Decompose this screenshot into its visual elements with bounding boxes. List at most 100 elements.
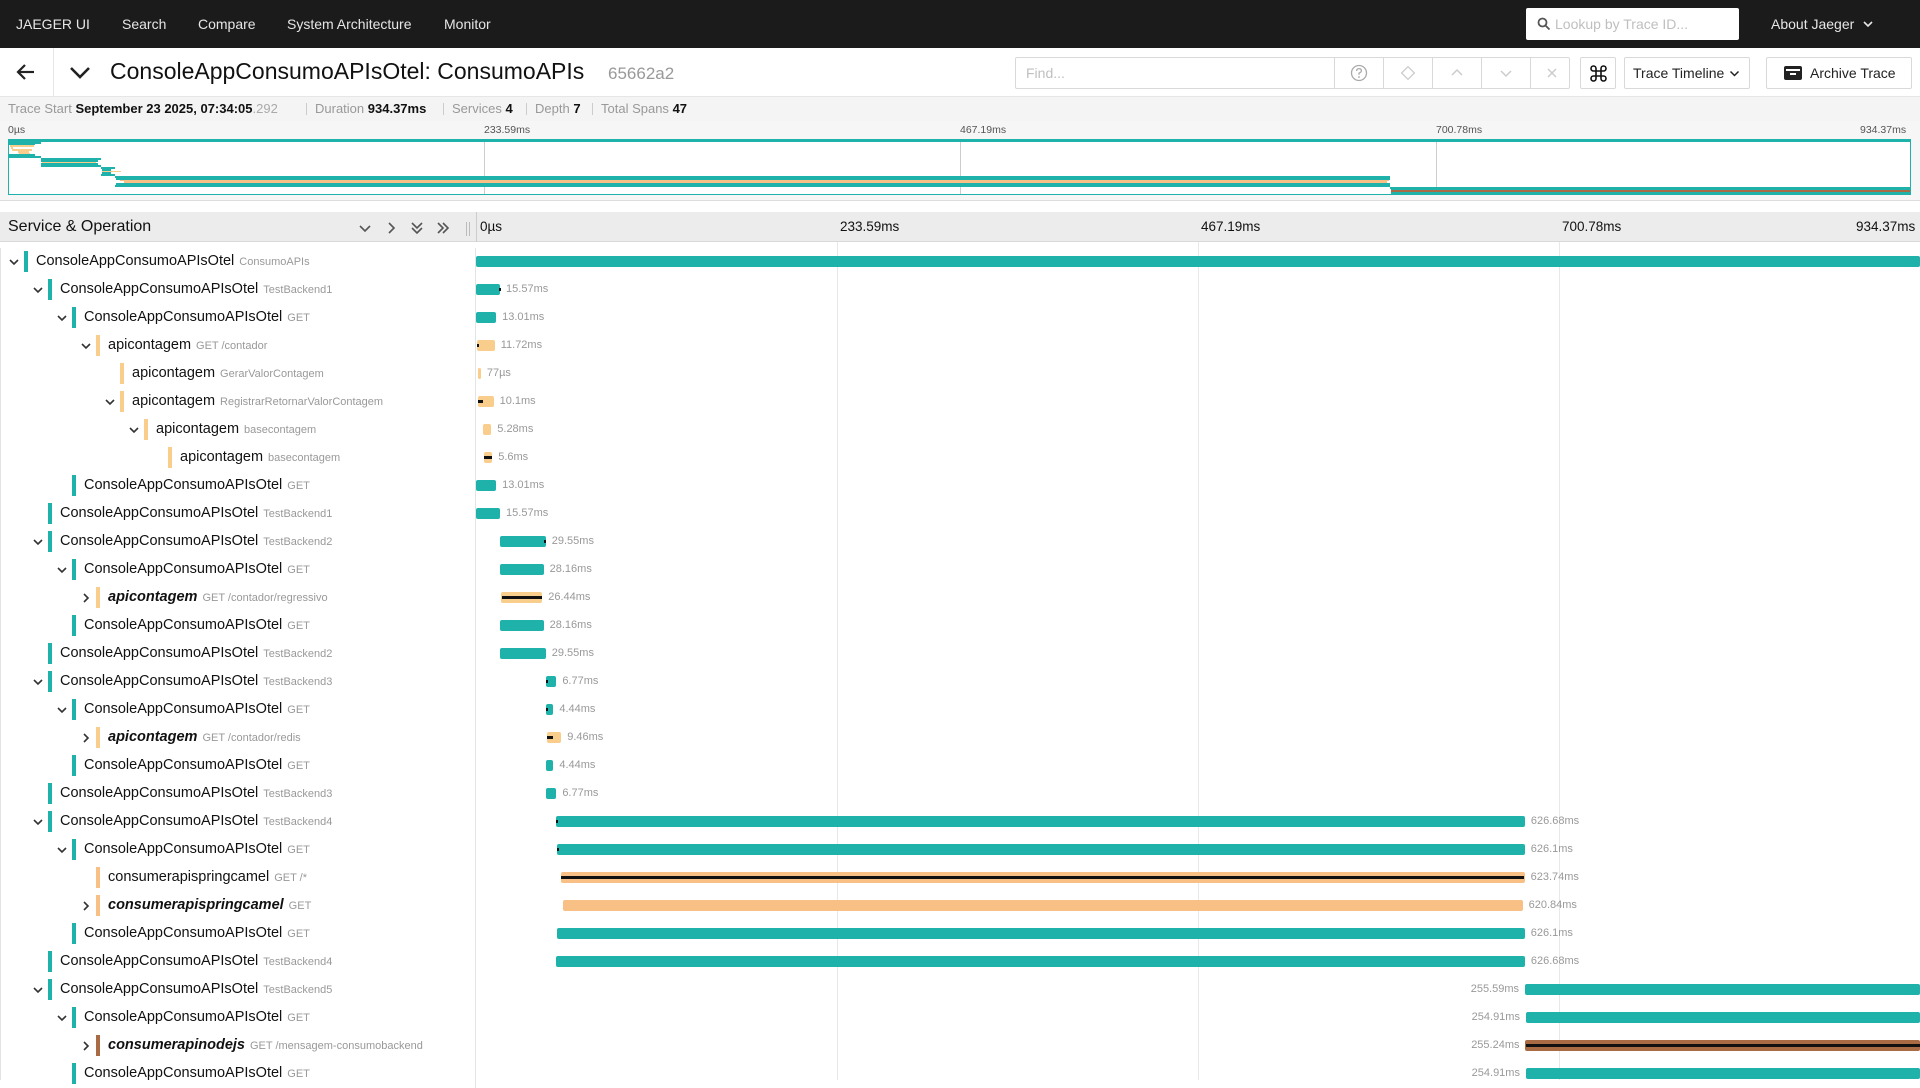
span-name-cell[interactable]: ConsoleAppConsumoAPIsOtel TestBackend1 bbox=[0, 500, 476, 528]
span-name-cell[interactable]: ConsoleAppConsumoAPIsOtel TestBackend2 bbox=[0, 640, 476, 668]
span-row[interactable]: consumerapispringcamel GET 620.84ms bbox=[0, 892, 1920, 920]
clear-search-button[interactable] bbox=[1530, 58, 1571, 88]
span-bar[interactable] bbox=[483, 424, 492, 435]
span-bar[interactable] bbox=[1525, 1068, 1920, 1079]
span-bar[interactable] bbox=[500, 536, 546, 547]
trace-id-lookup[interactable] bbox=[1526, 8, 1739, 40]
span-row[interactable]: ConsoleAppConsumoAPIsOtel GET 626.1ms bbox=[0, 836, 1920, 864]
span-row[interactable]: ConsoleAppConsumoAPIsOtel ConsumoAPIs bbox=[0, 248, 1920, 276]
span-row[interactable]: ConsoleAppConsumoAPIsOtel GET 254.91ms bbox=[0, 1060, 1920, 1088]
collapse-one-icon[interactable] bbox=[357, 220, 373, 236]
chevron-down-icon[interactable] bbox=[32, 284, 44, 296]
expand-all-icon[interactable] bbox=[435, 220, 451, 236]
span-name-cell[interactable]: ConsoleAppConsumoAPIsOtel TestBackend2 bbox=[0, 528, 476, 556]
span-name-cell[interactable]: ConsoleAppConsumoAPIsOtel GET bbox=[0, 836, 476, 864]
span-name-cell[interactable]: apicontagem GET /contador/redis bbox=[0, 724, 476, 752]
span-service-name[interactable]: ConsoleAppConsumoAPIsOtel TestBackend3 bbox=[60, 785, 332, 801]
span-name-cell[interactable]: ConsoleAppConsumoAPIsOtel TestBackend3 bbox=[0, 668, 476, 696]
span-name-cell[interactable]: ConsoleAppConsumoAPIsOtel GET bbox=[0, 472, 476, 500]
span-service-name[interactable]: apicontagem GET /contador/regressivo bbox=[108, 589, 328, 605]
keyboard-shortcuts-button[interactable] bbox=[1580, 57, 1616, 89]
span-bar[interactable] bbox=[476, 284, 501, 295]
nav-search[interactable]: Search bbox=[122, 16, 167, 32]
span-row[interactable]: consumerapispringcamel GET /* 623.74ms bbox=[0, 864, 1920, 892]
span-row[interactable]: apicontagem GerarValorContagem 77µs bbox=[0, 360, 1920, 388]
span-name-cell[interactable]: ConsoleAppConsumoAPIsOtel GET bbox=[0, 304, 476, 332]
span-service-name[interactable]: ConsoleAppConsumoAPIsOtel GET bbox=[84, 309, 310, 325]
span-name-cell[interactable]: ConsoleAppConsumoAPIsOtel ConsumoAPIs bbox=[0, 248, 476, 276]
span-name-cell[interactable]: ConsoleAppConsumoAPIsOtel GET bbox=[0, 752, 476, 780]
span-service-name[interactable]: ConsoleAppConsumoAPIsOtel TestBackend5 bbox=[60, 981, 332, 997]
span-bar[interactable] bbox=[560, 872, 1525, 883]
span-name-cell[interactable]: apicontagem basecontagem bbox=[0, 416, 476, 444]
span-service-name[interactable]: ConsoleAppConsumoAPIsOtel TestBackend4 bbox=[60, 813, 332, 829]
span-service-name[interactable]: ConsoleAppConsumoAPIsOtel GET bbox=[84, 477, 310, 493]
span-row[interactable]: ConsoleAppConsumoAPIsOtel TestBackend5 255… bbox=[0, 976, 1920, 1004]
span-name-cell[interactable]: ConsoleAppConsumoAPIsOtel TestBackend4 bbox=[0, 948, 476, 976]
chevron-right-icon[interactable] bbox=[80, 732, 92, 744]
chevron-down-icon[interactable] bbox=[128, 424, 140, 436]
span-service-name[interactable]: ConsoleAppConsumoAPIsOtel GET bbox=[84, 617, 310, 633]
chevron-down-icon[interactable] bbox=[56, 564, 68, 576]
span-row[interactable]: ConsoleAppConsumoAPIsOtel GET 28.16ms bbox=[0, 556, 1920, 584]
span-bar[interactable] bbox=[557, 928, 1525, 939]
span-row[interactable]: ConsoleAppConsumoAPIsOtel GET 254.91ms bbox=[0, 1004, 1920, 1032]
span-service-name[interactable]: ConsoleAppConsumoAPIsOtel GET bbox=[84, 925, 310, 941]
expand-one-icon[interactable] bbox=[383, 220, 399, 236]
span-row[interactable]: consumerapinodejs GET /mensagem-consumoba… bbox=[0, 1032, 1920, 1060]
trace-minimap[interactable]: 0µs 233.59ms 467.19ms 700.78ms 934.37ms bbox=[0, 121, 1920, 201]
chevron-right-icon[interactable] bbox=[80, 1040, 92, 1052]
span-name-cell[interactable]: ConsoleAppConsumoAPIsOtel TestBackend5 bbox=[0, 976, 476, 1004]
span-row[interactable]: apicontagem RegistrarRetornarValorContage… bbox=[0, 388, 1920, 416]
span-service-name[interactable]: ConsoleAppConsumoAPIsOtel TestBackend1 bbox=[60, 281, 332, 297]
find-input[interactable] bbox=[1026, 58, 1326, 88]
column-resize-handle-icon[interactable] bbox=[465, 222, 471, 236]
chevron-down-icon[interactable] bbox=[32, 984, 44, 996]
span-bar[interactable] bbox=[1525, 984, 1920, 995]
span-name-cell[interactable]: apicontagem GET /contador bbox=[0, 332, 476, 360]
prev-match-button[interactable] bbox=[1432, 58, 1480, 88]
span-row[interactable]: ConsoleAppConsumoAPIsOtel GET 4.44ms bbox=[0, 696, 1920, 724]
span-bar[interactable] bbox=[500, 564, 544, 575]
span-row[interactable]: ConsoleAppConsumoAPIsOtel TestBackend3 6.7… bbox=[0, 780, 1920, 808]
collapse-header-icon[interactable] bbox=[68, 62, 92, 84]
span-name-cell[interactable]: ConsoleAppConsumoAPIsOtel GET bbox=[0, 556, 476, 584]
span-name-cell[interactable]: apicontagem GET /contador/regressivo bbox=[0, 584, 476, 612]
chevron-down-icon[interactable] bbox=[56, 1012, 68, 1024]
archive-trace-button[interactable]: Archive Trace bbox=[1766, 57, 1912, 89]
span-row[interactable]: ConsoleAppConsumoAPIsOtel TestBackend4 626… bbox=[0, 948, 1920, 976]
span-bar[interactable] bbox=[1525, 1040, 1920, 1051]
span-row[interactable]: ConsoleAppConsumoAPIsOtel GET 28.16ms bbox=[0, 612, 1920, 640]
help-button[interactable] bbox=[1334, 58, 1382, 88]
chevron-down-icon[interactable] bbox=[32, 536, 44, 548]
span-bar[interactable] bbox=[501, 592, 543, 603]
span-service-name[interactable]: apicontagem GET /contador bbox=[108, 337, 267, 353]
span-name-cell[interactable]: consumerapinodejs GET /mensagem-consumoba… bbox=[0, 1032, 476, 1060]
span-row[interactable]: ConsoleAppConsumoAPIsOtel TestBackend2 29.… bbox=[0, 528, 1920, 556]
span-row[interactable]: ConsoleAppConsumoAPIsOtel GET 13.01ms bbox=[0, 304, 1920, 332]
span-row[interactable]: ConsoleAppConsumoAPIsOtel GET 4.44ms bbox=[0, 752, 1920, 780]
span-row[interactable]: ConsoleAppConsumoAPIsOtel TestBackend1 15.… bbox=[0, 500, 1920, 528]
nav-system-architecture[interactable]: System Architecture bbox=[287, 16, 412, 32]
span-service-name[interactable]: ConsoleAppConsumoAPIsOtel TestBackend3 bbox=[60, 673, 332, 689]
nav-compare[interactable]: Compare bbox=[198, 16, 256, 32]
span-row[interactable]: ConsoleAppConsumoAPIsOtel GET 626.1ms bbox=[0, 920, 1920, 948]
span-bar[interactable] bbox=[478, 396, 494, 407]
span-service-name[interactable]: apicontagem RegistrarRetornarValorContage… bbox=[132, 393, 383, 409]
span-name-cell[interactable]: ConsoleAppConsumoAPIsOtel GET bbox=[0, 1060, 476, 1088]
span-row[interactable]: apicontagem GET /contador 11.72ms bbox=[0, 332, 1920, 360]
span-service-name[interactable]: ConsoleAppConsumoAPIsOtel GET bbox=[84, 1009, 310, 1025]
span-name-cell[interactable]: ConsoleAppConsumoAPIsOtel TestBackend4 bbox=[0, 808, 476, 836]
collapse-all-icon[interactable] bbox=[409, 220, 425, 236]
span-service-name[interactable]: ConsoleAppConsumoAPIsOtel TestBackend4 bbox=[60, 953, 332, 969]
chevron-down-icon[interactable] bbox=[56, 844, 68, 856]
about-jaeger-menu[interactable]: About Jaeger bbox=[1771, 16, 1855, 32]
brand-logo[interactable]: JAEGER UI bbox=[16, 16, 90, 32]
minimap-canvas[interactable] bbox=[8, 139, 1911, 195]
next-match-button[interactable] bbox=[1481, 58, 1529, 88]
span-bar[interactable] bbox=[483, 452, 493, 463]
chevron-down-icon[interactable] bbox=[32, 676, 44, 688]
view-mode-dropdown[interactable]: Trace Timeline bbox=[1624, 57, 1750, 89]
span-bar[interactable] bbox=[557, 844, 1525, 855]
span-bar[interactable] bbox=[563, 900, 1523, 911]
